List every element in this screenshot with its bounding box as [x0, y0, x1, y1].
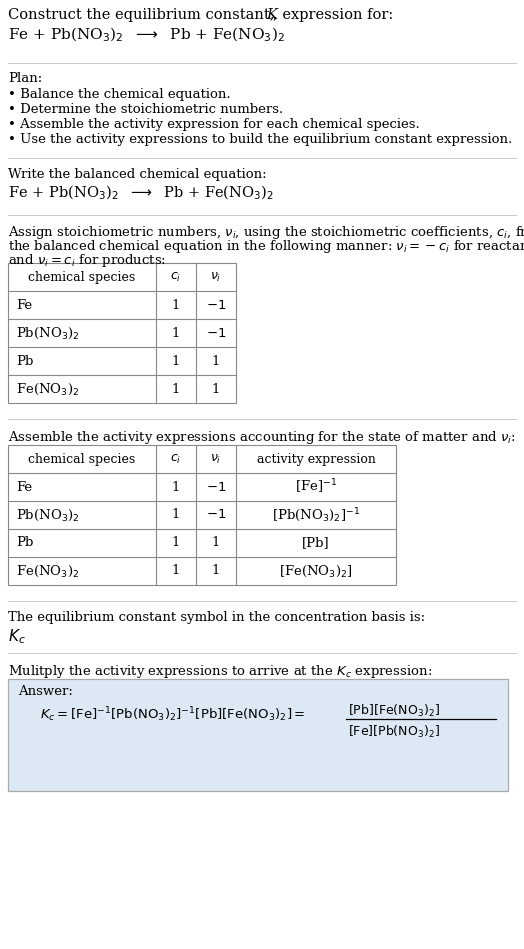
- Text: Construct the equilibrium constant,: Construct the equilibrium constant,: [8, 8, 279, 22]
- Text: 1: 1: [172, 299, 180, 311]
- Text: Pb: Pb: [16, 536, 34, 549]
- Text: $c_i$: $c_i$: [170, 453, 182, 466]
- Text: Fe: Fe: [16, 299, 32, 311]
- Text: , expression for:: , expression for:: [273, 8, 393, 22]
- Text: 1: 1: [172, 509, 180, 522]
- Text: $K_c$: $K_c$: [8, 627, 26, 645]
- Bar: [8, 445, 396, 585]
- Text: Pb: Pb: [16, 355, 34, 367]
- Text: $-1$: $-1$: [206, 299, 226, 311]
- Text: Assemble the activity expressions accounting for the state of matter and $\nu_i$: Assemble the activity expressions accoun…: [8, 429, 516, 446]
- Text: 1: 1: [212, 565, 220, 578]
- Text: Fe: Fe: [16, 480, 32, 493]
- Text: chemical species: chemical species: [28, 270, 136, 284]
- Text: activity expression: activity expression: [257, 453, 375, 466]
- Text: $\nu_i$: $\nu_i$: [210, 270, 222, 284]
- Bar: [8, 679, 508, 791]
- Text: $-1$: $-1$: [206, 326, 226, 340]
- Text: 1: 1: [172, 565, 180, 578]
- Text: 1: 1: [172, 326, 180, 340]
- Text: $-1$: $-1$: [206, 480, 226, 493]
- Text: Fe(NO$_3$)$_2$: Fe(NO$_3$)$_2$: [16, 564, 79, 579]
- Text: $[\mathrm{Fe}] [\mathrm{Pb(NO_3)_2}]$: $[\mathrm{Fe}] [\mathrm{Pb(NO_3)_2}]$: [348, 724, 440, 740]
- Text: Plan:: Plan:: [8, 72, 42, 85]
- Text: chemical species: chemical species: [28, 453, 136, 466]
- Text: 1: 1: [172, 536, 180, 549]
- Text: K: K: [266, 8, 277, 22]
- Text: the balanced chemical equation in the following manner: $\nu_i = -c_i$ for react: the balanced chemical equation in the fo…: [8, 238, 524, 255]
- Text: • Balance the chemical equation.: • Balance the chemical equation.: [8, 88, 231, 101]
- Bar: [8, 263, 236, 403]
- Text: Fe(NO$_3$)$_2$: Fe(NO$_3$)$_2$: [16, 381, 79, 397]
- Text: Write the balanced chemical equation:: Write the balanced chemical equation:: [8, 168, 267, 181]
- Text: The equilibrium constant symbol in the concentration basis is:: The equilibrium constant symbol in the c…: [8, 611, 425, 624]
- Text: $c_i$: $c_i$: [170, 270, 182, 284]
- Text: Answer:: Answer:: [18, 685, 73, 698]
- Text: 1: 1: [212, 355, 220, 367]
- Text: [Pb]: [Pb]: [302, 536, 330, 549]
- Text: [Fe(NO$_3$)$_2$]: [Fe(NO$_3$)$_2$]: [279, 564, 353, 579]
- Text: 1: 1: [212, 382, 220, 396]
- Text: 1: 1: [212, 536, 220, 549]
- Text: $\nu_i$: $\nu_i$: [210, 453, 222, 466]
- Text: Mulitply the activity expressions to arrive at the $K_c$ expression:: Mulitply the activity expressions to arr…: [8, 663, 432, 680]
- Text: 1: 1: [172, 382, 180, 396]
- Text: Assign stoichiometric numbers, $\nu_i$, using the stoichiometric coefficients, $: Assign stoichiometric numbers, $\nu_i$, …: [8, 224, 524, 241]
- Text: $-1$: $-1$: [206, 509, 226, 522]
- Text: 1: 1: [172, 355, 180, 367]
- Text: 1: 1: [172, 480, 180, 493]
- Text: Pb(NO$_3$)$_2$: Pb(NO$_3$)$_2$: [16, 326, 80, 341]
- Text: Fe + Pb(NO$_3$)$_2$  $\longrightarrow$  Pb + Fe(NO$_3$)$_2$: Fe + Pb(NO$_3$)$_2$ $\longrightarrow$ Pb…: [8, 26, 285, 45]
- Text: $[\mathrm{Pb}] [\mathrm{Fe(NO_3)_2}]$: $[\mathrm{Pb}] [\mathrm{Fe(NO_3)_2}]$: [348, 703, 440, 719]
- Text: Fe + Pb(NO$_3$)$_2$  $\longrightarrow$  Pb + Fe(NO$_3$)$_2$: Fe + Pb(NO$_3$)$_2$ $\longrightarrow$ Pb…: [8, 184, 274, 202]
- Text: [Pb(NO$_3$)$_2$]$^{-1}$: [Pb(NO$_3$)$_2$]$^{-1}$: [272, 506, 360, 524]
- Text: and $\nu_i = c_i$ for products:: and $\nu_i = c_i$ for products:: [8, 252, 166, 269]
- Text: • Determine the stoichiometric numbers.: • Determine the stoichiometric numbers.: [8, 103, 283, 116]
- Text: • Use the activity expressions to build the equilibrium constant expression.: • Use the activity expressions to build …: [8, 133, 512, 146]
- Text: [Fe]$^{-1}$: [Fe]$^{-1}$: [295, 478, 337, 496]
- Text: • Assemble the activity expression for each chemical species.: • Assemble the activity expression for e…: [8, 118, 420, 131]
- Text: $K_c = [\mathrm{Fe}]^{-1} [\mathrm{Pb(NO_3)_2}]^{-1} [\mathrm{Pb}] [\mathrm{Fe(N: $K_c = [\mathrm{Fe}]^{-1} [\mathrm{Pb(NO…: [40, 705, 305, 724]
- Text: Pb(NO$_3$)$_2$: Pb(NO$_3$)$_2$: [16, 508, 80, 523]
